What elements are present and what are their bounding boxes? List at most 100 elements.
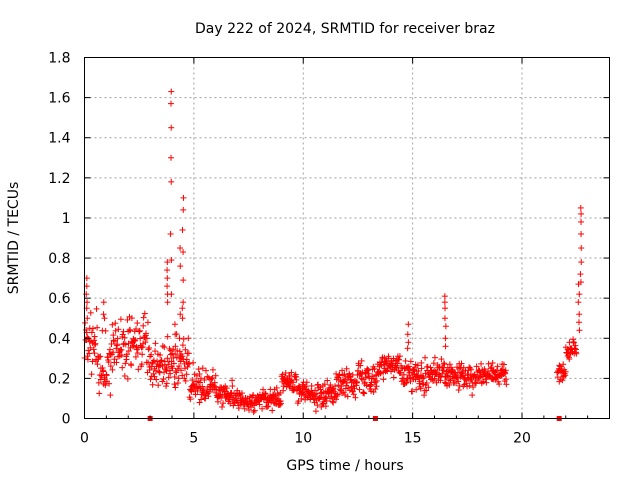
spike-point bbox=[179, 315, 186, 322]
y-tick-label: 0.4 bbox=[48, 331, 70, 347]
data-point bbox=[333, 396, 340, 403]
data-point bbox=[97, 353, 104, 360]
data-point bbox=[92, 340, 99, 347]
spike-point bbox=[576, 311, 583, 318]
spike-point bbox=[180, 206, 187, 213]
data-point bbox=[317, 386, 324, 393]
data-point bbox=[350, 391, 357, 398]
data-point bbox=[171, 381, 178, 388]
data-point bbox=[423, 380, 430, 387]
data-point bbox=[360, 389, 367, 396]
data-point bbox=[273, 384, 280, 391]
data-point bbox=[96, 354, 103, 361]
data-point bbox=[152, 340, 159, 347]
data-point bbox=[163, 364, 170, 371]
data-point bbox=[422, 354, 429, 361]
spike-point bbox=[576, 327, 583, 334]
spike-point bbox=[164, 267, 171, 274]
spike-point bbox=[577, 279, 584, 286]
data-point bbox=[449, 366, 456, 373]
data-point bbox=[106, 346, 113, 353]
data-point bbox=[395, 356, 402, 363]
spike-point bbox=[164, 283, 171, 290]
data-point bbox=[146, 344, 153, 351]
data-point bbox=[185, 361, 192, 368]
data-point bbox=[368, 388, 375, 395]
data-point bbox=[93, 305, 100, 312]
spike-point bbox=[442, 343, 449, 350]
y-tick-label: 0.6 bbox=[48, 291, 70, 307]
data-point bbox=[286, 382, 293, 389]
spike-point bbox=[167, 100, 174, 107]
data-point bbox=[134, 320, 141, 327]
data-point bbox=[570, 338, 577, 345]
data-point bbox=[172, 384, 179, 391]
data-point bbox=[110, 349, 117, 356]
data-point bbox=[206, 389, 213, 396]
data-point bbox=[280, 387, 287, 394]
data-point bbox=[323, 397, 330, 404]
data-point bbox=[312, 387, 319, 394]
data-point bbox=[134, 350, 141, 357]
data-point bbox=[208, 376, 215, 383]
data-point bbox=[165, 374, 172, 381]
data-point bbox=[269, 407, 276, 414]
data-point bbox=[140, 322, 147, 329]
data-point bbox=[164, 355, 171, 362]
data-point bbox=[441, 379, 448, 386]
data-point bbox=[88, 329, 95, 336]
data-point bbox=[343, 365, 350, 372]
spike-point bbox=[176, 335, 183, 342]
spike-point bbox=[180, 249, 187, 256]
spike-point bbox=[168, 257, 175, 264]
data-point bbox=[203, 367, 210, 374]
data-point bbox=[418, 365, 425, 372]
data-point bbox=[190, 359, 197, 366]
data-point bbox=[132, 353, 139, 360]
data-point bbox=[204, 390, 211, 397]
data-point bbox=[118, 346, 125, 353]
data-point bbox=[361, 379, 368, 386]
data-point bbox=[110, 332, 117, 339]
data-point bbox=[91, 337, 98, 344]
data-point bbox=[87, 344, 94, 351]
data-point bbox=[367, 382, 374, 389]
data-point bbox=[340, 389, 347, 396]
data-point bbox=[474, 377, 481, 384]
data-point bbox=[415, 367, 422, 374]
data-point bbox=[241, 405, 248, 412]
data-point bbox=[110, 337, 117, 344]
data-point bbox=[154, 358, 161, 365]
data-point bbox=[135, 366, 142, 373]
data-point bbox=[290, 387, 297, 394]
spike-point bbox=[168, 124, 175, 131]
data-point bbox=[152, 367, 159, 374]
data-point bbox=[402, 357, 409, 364]
spike-point bbox=[180, 194, 187, 201]
data-point bbox=[348, 376, 355, 383]
spike-point bbox=[441, 293, 448, 300]
data-point bbox=[344, 393, 351, 400]
data-point bbox=[349, 388, 356, 395]
data-point bbox=[262, 391, 269, 398]
data-point bbox=[179, 342, 186, 349]
data-point bbox=[489, 360, 496, 367]
y-axis-label: SRMTID / TECUs bbox=[6, 182, 22, 295]
data-point bbox=[400, 371, 407, 378]
data-point bbox=[196, 399, 203, 406]
data-point bbox=[209, 366, 216, 373]
x-axis-label: GPS time / hours bbox=[286, 458, 403, 474]
data-point bbox=[430, 360, 437, 367]
data-point bbox=[124, 316, 131, 323]
data-point bbox=[397, 369, 404, 376]
data-point bbox=[198, 396, 205, 403]
data-point bbox=[121, 372, 128, 379]
data-point bbox=[404, 376, 411, 383]
data-point bbox=[456, 382, 463, 389]
data-point bbox=[456, 365, 463, 372]
spike-point bbox=[177, 245, 184, 252]
data-point bbox=[91, 341, 98, 348]
data-point bbox=[127, 344, 134, 351]
spike-point bbox=[172, 331, 179, 338]
